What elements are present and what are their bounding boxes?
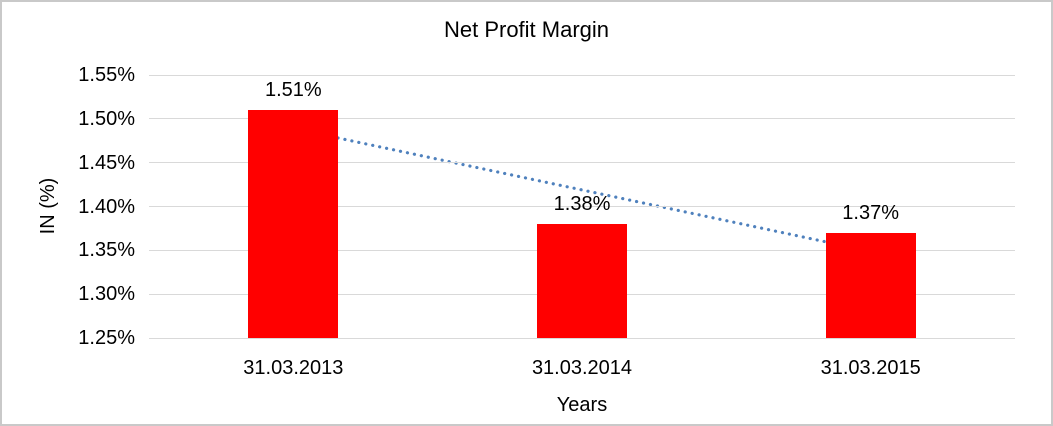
y-axis-tick-label: 1.55% bbox=[78, 64, 135, 86]
gridline bbox=[149, 118, 1015, 120]
y-axis-tick-label: 1.45% bbox=[78, 151, 135, 174]
x-axis-category-label: 31.03.2015 bbox=[820, 357, 921, 379]
chart-title: Net Profit Margin bbox=[443, 17, 610, 42]
y-axis-tick-label: 1.35% bbox=[78, 239, 135, 262]
gridline bbox=[149, 337, 1015, 339]
x-axis-title: Years bbox=[556, 394, 608, 416]
y-axis-tick-label: 1.50% bbox=[78, 107, 135, 130]
x-axis-category-label: 31.03.2014 bbox=[531, 357, 633, 379]
gridline bbox=[149, 74, 1015, 76]
bar-31.03.2013 bbox=[248, 110, 339, 338]
gridline bbox=[149, 162, 1015, 164]
bar-data-label: 1.51% bbox=[264, 79, 322, 102]
bar-data-label: 1.38% bbox=[553, 193, 611, 216]
y-axis-tick-label: 1.40% bbox=[78, 195, 135, 218]
bar-31.03.2014 bbox=[537, 224, 627, 338]
x-axis-category-label: 31.03.2013 bbox=[243, 357, 344, 379]
bar-31.03.2015 bbox=[825, 232, 916, 338]
y-axis-tick-label: 1.25% bbox=[78, 327, 135, 349]
bar-data-label: 1.37% bbox=[842, 201, 900, 224]
y-axis-tick-label: 1.30% bbox=[78, 283, 135, 306]
gridline bbox=[149, 206, 1015, 207]
